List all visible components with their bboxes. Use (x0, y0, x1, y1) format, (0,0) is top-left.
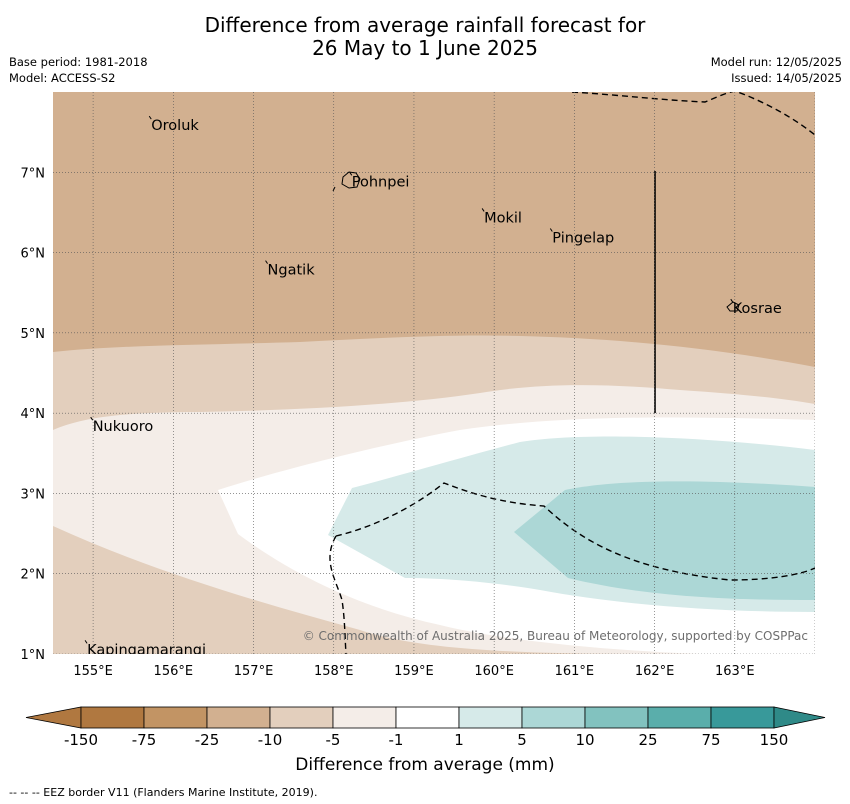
place-marker (90, 416, 94, 421)
footer-note: -- -- -- EEZ border V11 (Flanders Marine… (9, 786, 318, 799)
colorbar-swatch (584, 706, 649, 729)
place-label: Mokil (484, 210, 522, 226)
model-name: Model: ACCESS-S2 (9, 71, 116, 85)
x-tick-label: 159°E (394, 664, 434, 679)
place-labels: Oroluk Pohnpei Mokil Pingelap Ngatik Kosrae Nu… (84, 115, 782, 658)
colorbar-tick-label: -1 (389, 731, 404, 749)
colorbar-tick-label: -25 (195, 731, 220, 749)
colorbar-swatch (143, 706, 208, 729)
x-tick-label: 162°E (635, 664, 675, 679)
region-plus-5 (514, 481, 815, 600)
colorbar-swatch (269, 706, 334, 729)
model-run: Model run: 12/05/2025 (710, 55, 842, 69)
colorbar-tick-label: 10 (575, 731, 594, 749)
colorbar-tick-label: 75 (701, 731, 720, 749)
place-label: Oroluk (151, 118, 199, 134)
chart-title: Difference from average rainfall forecas… (0, 14, 850, 60)
colorbar-max-arrow (773, 706, 826, 729)
x-tick-label: 160°E (474, 664, 514, 679)
y-tick-label: 2°N (21, 568, 46, 583)
issued-date: Issued: 14/05/2025 (731, 71, 842, 85)
place-label: Pingelap (552, 231, 614, 247)
colorbar-tick-label: 5 (517, 731, 527, 749)
kosrae-island (726, 301, 740, 312)
title-line-2: 26 May to 1 June 2025 (312, 36, 538, 60)
place-marker (481, 208, 485, 212)
eez-border-west (329, 535, 347, 654)
meta-right: Model run: 12/05/2025 Issued: 14/05/2025 (711, 54, 842, 86)
copyright-text: © Commonwealth of Australia 2025, Bureau… (303, 629, 808, 643)
colorbar-swatch (395, 706, 460, 729)
y-tick-label: 6°N (21, 247, 46, 262)
place-marker (265, 260, 268, 264)
place-marker (148, 115, 152, 120)
colorbar-swatch (206, 706, 271, 729)
place-label: Kapingamarangi (87, 642, 206, 658)
base-period: Base period: 1981-2018 (9, 55, 148, 69)
place-label: Pohnpei (352, 174, 410, 190)
pohnpei-reef-mark (332, 186, 336, 192)
place-label: Ngatik (268, 263, 316, 279)
colorbar-swatch (80, 706, 145, 729)
colorbar-tick-label: -5 (326, 731, 341, 749)
place-marker (349, 172, 353, 176)
y-tick-label: 3°N (21, 487, 46, 502)
colorbar-tick-label: 150 (760, 731, 789, 749)
axis-labels: 155°E 156°E 157°E 158°E 159°E 160°E 161°E 162°E… (21, 166, 755, 679)
x-tick-label: 156°E (154, 664, 194, 679)
title-line-1: Difference from average rainfall forecas… (204, 13, 646, 37)
place-marker (730, 298, 734, 303)
colorbar-tick-label: -10 (258, 731, 283, 749)
eez-border-central (335, 482, 815, 581)
meta-left: Base period: 1981-2018 Model: ACCESS-S2 (9, 54, 148, 86)
colorbar-tick-label: -150 (64, 731, 98, 749)
place-label: Nukuoro (93, 419, 154, 435)
x-tick-label: 158°E (314, 664, 354, 679)
colorbar-swatch (647, 706, 712, 729)
y-tick-label: 5°N (21, 327, 46, 342)
colorbar: -150 -75 -25 -10 -5 -1 1 5 10 25 75 150 (25, 706, 826, 749)
x-tick-label: 157°E (234, 664, 274, 679)
colorbar-swatch (521, 706, 586, 729)
colorbar-tick-label: 25 (638, 731, 657, 749)
colorbar-tick-label: -75 (132, 731, 157, 749)
colorbar-label: Difference from average (mm) (295, 755, 555, 775)
x-tick-label: 155°E (73, 664, 113, 679)
colorbar-swatch (332, 706, 397, 729)
gridlines (53, 92, 815, 654)
map-area: Oroluk Pohnpei Mokil Pingelap Ngatik Kosrae Nu… (53, 92, 815, 658)
y-tick-label: 4°N (21, 407, 46, 422)
place-marker (549, 228, 553, 232)
colorbar-swatch (710, 706, 775, 729)
colorbar-tick-label: 1 (454, 731, 464, 749)
eez-border-north (571, 92, 815, 136)
place-label: Kosrae (733, 301, 782, 317)
colorbar-min-arrow (25, 706, 82, 729)
y-tick-label: 7°N (21, 166, 46, 181)
y-tick-label: 1°N (21, 648, 46, 663)
colorbar-swatch (458, 706, 523, 729)
x-tick-label: 163°E (715, 664, 755, 679)
x-tick-label: 161°E (555, 664, 595, 679)
place-marker (84, 640, 88, 644)
